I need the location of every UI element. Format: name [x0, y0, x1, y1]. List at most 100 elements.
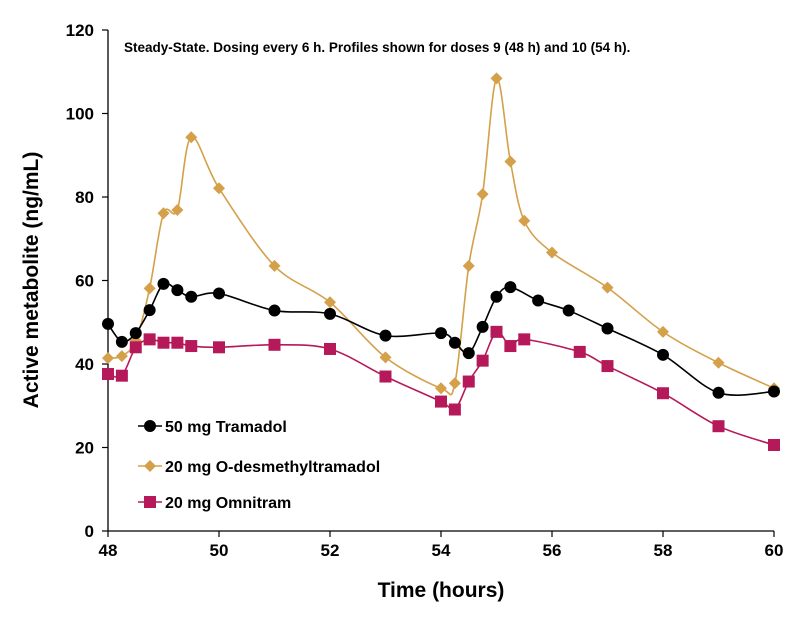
data-point — [171, 203, 184, 216]
data-point — [712, 386, 725, 399]
data-point — [185, 340, 198, 353]
data-point — [157, 336, 170, 349]
data-point — [102, 352, 114, 365]
data-point — [490, 290, 503, 303]
legend-label: 50 mg Tramadol — [165, 419, 287, 436]
data-point — [379, 351, 392, 364]
legend-marker — [144, 420, 156, 432]
data-point — [768, 438, 780, 451]
data-point — [601, 360, 614, 373]
data-point — [435, 327, 447, 340]
legend: 50 mg Tramadol 20 mg O-desmethyltramadol 2… — [138, 419, 380, 512]
legend-label: 20 mg Omnitram — [165, 495, 291, 512]
data-point — [518, 333, 531, 346]
chart-annotation: Steady-State. Dosing every 6 h. Profiles… — [124, 40, 630, 55]
data-point — [379, 329, 392, 342]
y-tick-label: 60 — [75, 272, 94, 291]
data-point — [657, 325, 669, 338]
data-point — [518, 214, 531, 227]
data-point — [546, 246, 558, 259]
data-point — [601, 281, 614, 294]
data-point — [562, 304, 575, 317]
data-point — [435, 382, 447, 395]
x-tick-label: 52 — [321, 541, 340, 560]
legend-label: 20 mg O-desmethyltramadol — [165, 459, 380, 476]
x-tick-label: 60 — [765, 541, 784, 560]
series-group — [102, 72, 780, 451]
data-point — [532, 294, 545, 307]
data-point — [171, 336, 184, 349]
data-point — [462, 375, 475, 388]
legend-item: 20 mg O-desmethyltramadol — [138, 459, 380, 476]
data-point — [171, 284, 184, 297]
x-tick-label: 58 — [654, 541, 673, 560]
legend-marker — [144, 496, 156, 508]
data-point — [324, 307, 336, 320]
data-point — [712, 420, 725, 433]
data-point — [102, 368, 114, 381]
data-point — [324, 296, 336, 309]
legend-marker — [144, 460, 156, 472]
data-point — [185, 290, 198, 303]
data-point — [268, 304, 281, 317]
data-point — [115, 350, 128, 363]
x-tick-label: 56 — [543, 541, 562, 560]
legend-item: 50 mg Tramadol — [138, 419, 287, 436]
data-point — [490, 72, 503, 85]
data-point — [379, 370, 392, 383]
data-point — [657, 348, 669, 361]
data-point — [129, 327, 142, 340]
y-tick-label: 0 — [85, 522, 94, 541]
data-point — [115, 369, 128, 382]
data-point — [213, 287, 225, 300]
y-tick-label: 40 — [75, 355, 94, 374]
data-point — [768, 385, 780, 398]
series-circle — [102, 277, 780, 399]
x-tick-label: 50 — [210, 541, 229, 560]
data-point — [213, 182, 225, 195]
series-square — [102, 325, 780, 451]
data-point — [102, 317, 114, 330]
y-tick-label: 100 — [66, 105, 94, 124]
data-point — [504, 340, 517, 353]
data-point — [448, 377, 461, 390]
data-point — [504, 155, 517, 168]
data-point — [476, 354, 489, 367]
y-tick-label: 20 — [75, 439, 94, 458]
x-tick-label: 48 — [99, 541, 118, 560]
data-point — [143, 282, 156, 295]
data-point — [657, 387, 669, 400]
data-point — [213, 341, 225, 354]
data-point — [324, 342, 336, 355]
data-point — [504, 281, 517, 294]
y-tick-label: 80 — [75, 188, 94, 207]
data-point — [115, 335, 128, 348]
data-point — [490, 325, 503, 338]
data-point — [157, 207, 170, 220]
x-axis-label: Time (hours) — [378, 579, 505, 602]
legend-item: 20 mg Omnitram — [138, 495, 291, 512]
data-point — [435, 395, 447, 408]
data-point — [712, 356, 725, 369]
y-tick-label: 120 — [66, 21, 94, 40]
data-point — [448, 336, 461, 349]
data-point — [476, 188, 489, 201]
data-point — [129, 341, 142, 354]
data-point — [462, 259, 475, 272]
data-point — [476, 320, 489, 333]
data-point — [143, 333, 156, 346]
data-point — [268, 259, 281, 272]
axes: 0 20 40 60 80 100 120 48 50 52 54 56 58 60 — [66, 21, 784, 560]
x-tick-label: 54 — [432, 541, 451, 560]
data-point — [157, 277, 170, 290]
data-point — [601, 322, 614, 335]
series-diamond — [102, 72, 780, 396]
data-point — [462, 347, 475, 360]
data-point — [448, 403, 461, 416]
y-axis-label: Active metabolite (ng/mL) — [20, 152, 43, 409]
data-point — [185, 131, 198, 144]
data-point — [143, 304, 156, 317]
data-point — [573, 345, 586, 358]
data-point — [268, 338, 281, 351]
